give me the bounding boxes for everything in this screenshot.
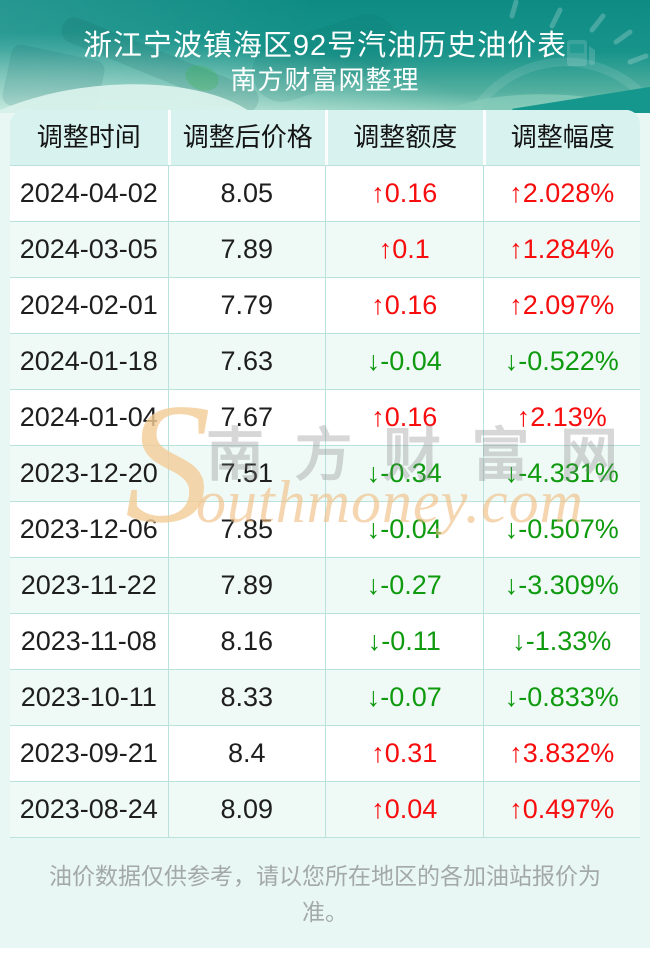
cell-change: ↑0.16	[325, 166, 483, 221]
table-row: 2024-04-02 8.05 ↑0.16 ↑2.028%	[10, 165, 640, 221]
cell-change: ↑0.04	[325, 782, 483, 837]
cell-price: 8.09	[167, 782, 326, 837]
table-row: 2023-11-22 7.89 ↓-0.27 ↓-3.309%	[10, 557, 640, 613]
cell-change: ↑0.1	[325, 222, 483, 277]
table-row: 2023-10-11 8.33 ↓-0.07 ↓-0.833%	[10, 669, 640, 725]
cell-date: 2024-02-01	[19, 290, 158, 320]
page-subtitle: 南方财富网整理	[230, 65, 420, 95]
cell-date: 2024-01-18	[19, 346, 158, 376]
oil-price-table: 调整时间 调整后价格 调整额度 调整幅度 2024-04-02 8.05 ↑0.…	[10, 110, 640, 838]
cell-price: 7.85	[167, 502, 326, 557]
table-header-row: 调整时间 调整后价格 调整额度 调整幅度	[10, 110, 640, 165]
cell-change-pct: ↑2.097%	[482, 278, 641, 333]
cell-date: 2024-01-04	[19, 402, 158, 432]
cell-change-pct: ↓-0.522%	[482, 334, 641, 389]
cell-date: 2023-11-22	[20, 570, 157, 600]
cell-change: ↓-0.07	[325, 670, 483, 725]
table-row: 2024-02-01 7.79 ↑0.16 ↑2.097%	[10, 277, 640, 333]
fuel-gauge-icon	[468, 0, 650, 113]
cell-change-pct: ↓-4.331%	[482, 446, 641, 501]
cell-price: 8.16	[167, 614, 326, 669]
table-body: 2024-04-02 8.05 ↑0.16 ↑2.028% 2024-03-05…	[10, 165, 640, 837]
cell-price: 7.89	[167, 558, 326, 613]
column-header-adjusted-price: 调整后价格	[167, 110, 326, 165]
cell-date: 2023-12-06	[19, 514, 158, 544]
cell-change: ↓-0.04	[325, 334, 483, 389]
column-header-adjust-rate: 调整幅度	[482, 110, 641, 165]
cell-change: ↓-0.34	[325, 446, 483, 501]
table-row: 2023-11-08 8.16 ↓-0.11 ↓-1.33%	[10, 613, 640, 669]
cell-change-pct: ↓-3.309%	[482, 558, 641, 613]
cell-change: ↓-0.27	[325, 558, 483, 613]
cell-change: ↓-0.11	[325, 614, 483, 669]
cell-price: 8.4	[167, 726, 326, 781]
page-title: 浙江宁波镇海区92号汽油历史油价表	[82, 30, 568, 62]
cell-change: ↓-0.04	[325, 502, 483, 557]
table-row: 2024-03-05 7.89 ↑0.1 ↑1.284%	[10, 221, 640, 277]
cell-date: 2023-11-08	[20, 626, 157, 656]
column-header-adjust-amount: 调整额度	[325, 110, 483, 165]
disclaimer-text: 油价数据仅供参考，请以您所在地区的各加油站报价为准。	[49, 863, 601, 925]
banner: 浙江宁波镇海区92号汽油历史油价表 南方财富网整理	[0, 0, 650, 113]
cell-date: 2024-03-05	[19, 234, 158, 264]
cell-date: 2024-04-02	[19, 178, 158, 208]
cell-change-pct: ↓-0.507%	[482, 502, 641, 557]
cell-price: 7.67	[167, 390, 326, 445]
cell-date: 2023-10-11	[20, 682, 157, 712]
table-row: 2023-08-24 8.09 ↑0.04 ↑0.497%	[10, 781, 640, 837]
cell-date: 2023-09-21	[19, 738, 158, 768]
cell-change: ↑0.16	[325, 278, 483, 333]
table-row: 2023-12-20 7.51 ↓-0.34 ↓-4.331%	[10, 445, 640, 501]
cell-price: 7.79	[167, 278, 326, 333]
cell-change-pct: ↑2.028%	[482, 166, 641, 221]
cell-change: ↑0.16	[325, 390, 483, 445]
table-row: 2023-09-21 8.4 ↑0.31 ↑3.832%	[10, 725, 640, 781]
cell-change-pct: ↑1.284%	[482, 222, 641, 277]
cell-price: 7.51	[167, 446, 326, 501]
cell-price: 7.89	[167, 222, 326, 277]
table-row: 2024-01-18 7.63 ↓-0.04 ↓-0.522%	[10, 333, 640, 389]
footer: 油价数据仅供参考，请以您所在地区的各加油站报价为准。	[0, 858, 650, 930]
cell-change-pct: ↑0.497%	[482, 782, 641, 837]
cell-date: 2023-12-20	[19, 458, 158, 488]
column-header-adjust-time: 调整时间	[36, 122, 141, 152]
cell-date: 2023-08-24	[19, 794, 158, 824]
fuel-pump-icon	[567, 40, 595, 66]
cell-change-pct: ↓-0.833%	[482, 670, 641, 725]
cell-change: ↑0.31	[325, 726, 483, 781]
cell-change-pct: ↓-1.33%	[482, 614, 641, 669]
cell-price: 8.33	[167, 670, 326, 725]
cell-price: 7.63	[167, 334, 326, 389]
cell-change-pct: ↑2.13%	[482, 390, 641, 445]
cell-price: 8.05	[167, 166, 326, 221]
table-row: 2024-01-04 7.67 ↑0.16 ↑2.13%	[10, 389, 640, 445]
cell-change-pct: ↑3.832%	[482, 726, 641, 781]
table-row: 2023-12-06 7.85 ↓-0.04 ↓-0.507%	[10, 501, 640, 557]
